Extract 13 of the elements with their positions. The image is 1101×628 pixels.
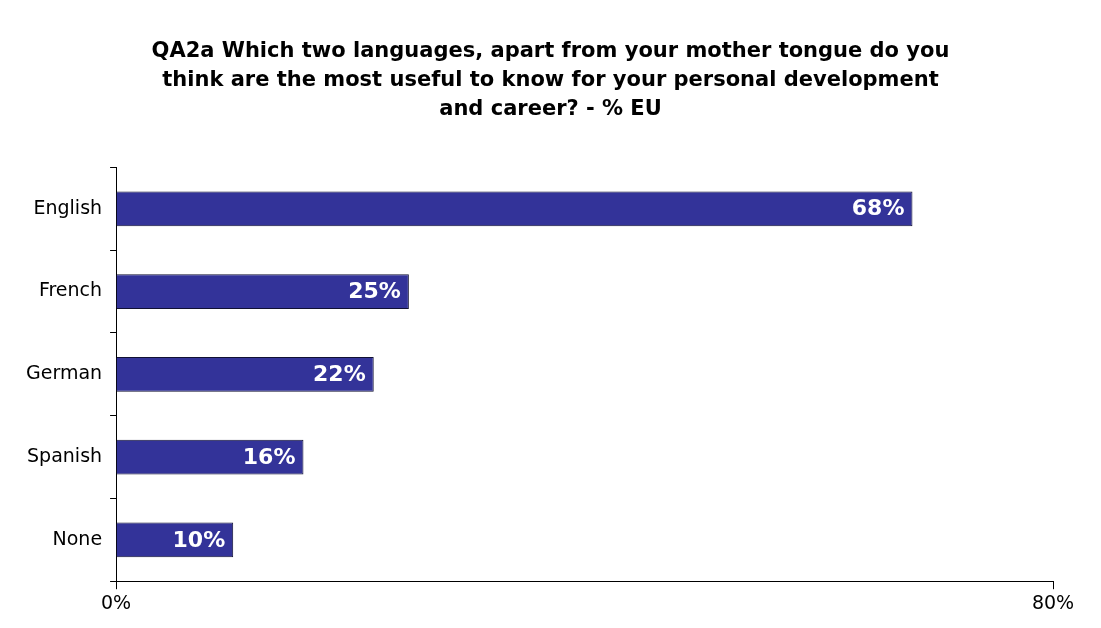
y-tick-label: French	[38, 278, 103, 301]
data-label: 25%	[348, 278, 401, 304]
x-tick-label: 0%	[101, 590, 132, 613]
y-tick-label: English	[33, 195, 103, 218]
chart-title: QA2a Which two languages, apart from your mother tongue do you think are the most useful to know for your personal development and career? - % EU	[150, 37, 951, 122]
y-tick-label: None	[52, 526, 103, 549]
y-tick-label: German	[25, 361, 103, 384]
x-tick-label: 80%	[1031, 590, 1075, 613]
data-label: 16%	[242, 443, 296, 469]
data-label: 22%	[313, 361, 366, 387]
data-label: 68%	[851, 195, 905, 221]
y-tick-label: Spanish	[27, 444, 103, 466]
data-label: 10%	[172, 526, 226, 552]
